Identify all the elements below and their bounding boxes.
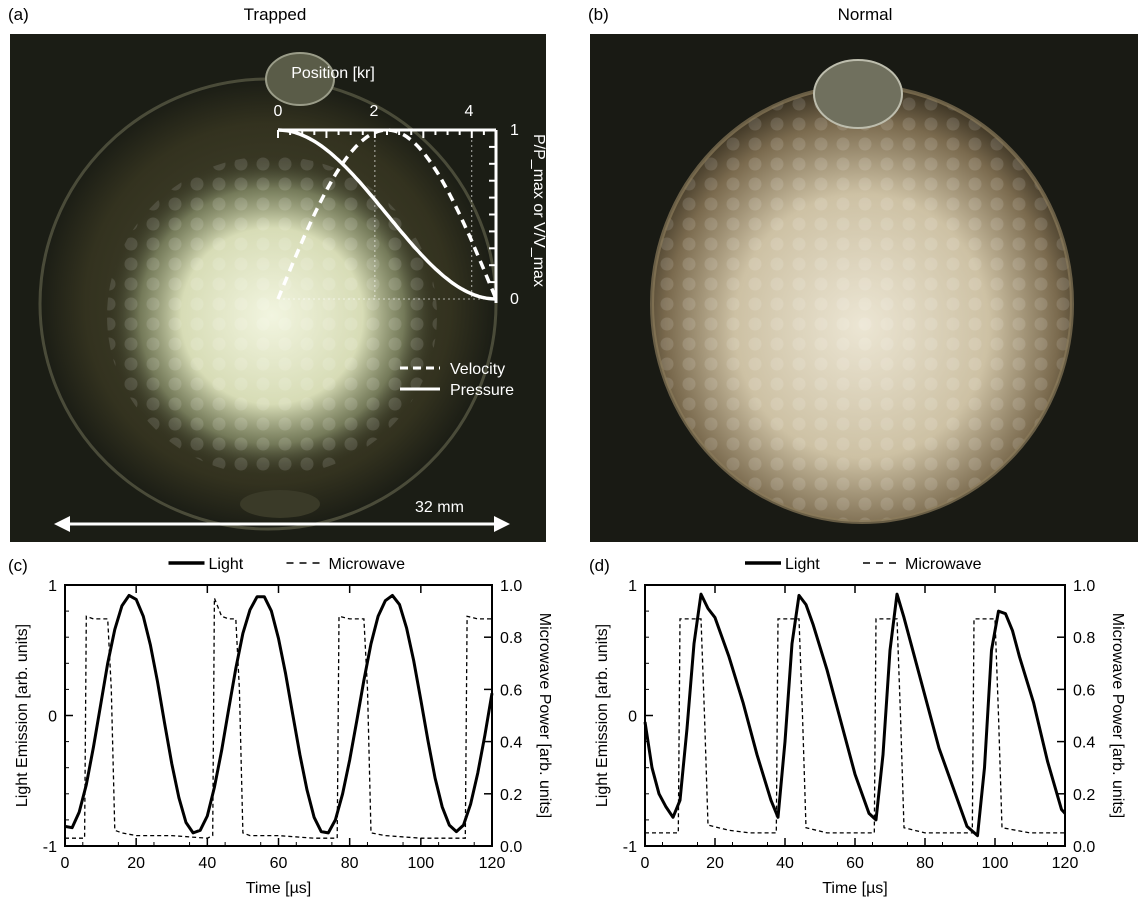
flask-neck: [265, 52, 335, 106]
y-right-axis-label: Microwave Power [arb. units]: [1109, 613, 1126, 818]
y-right-tick-label: 0.6: [1073, 682, 1095, 699]
y-left-tick-label: 0: [48, 709, 57, 726]
y-left-axis-label: Light Emission [arb. units]: [14, 624, 31, 807]
x-tick-label: 120: [479, 855, 506, 872]
legend-microwave-label: Microwave: [329, 556, 406, 573]
x-tick-label: 20: [706, 855, 724, 872]
x-tick-label: 0: [641, 855, 650, 872]
x-tick-label: 40: [776, 855, 794, 872]
normal-photo: [590, 34, 1138, 542]
x-tick-label: 120: [1052, 855, 1079, 872]
velocity-curve: [276, 128, 498, 300]
legend-microwave-label: Microwave: [905, 556, 982, 573]
panel-c-letter: (c): [8, 556, 28, 575]
inset-plot-area: [276, 128, 498, 303]
y-right-tick-label: 0.8: [1073, 630, 1095, 647]
normal-photo-graphic: [650, 59, 1074, 524]
panel-b-title: Normal: [837, 5, 893, 24]
x-tick-label: 100: [982, 855, 1009, 872]
x-axis-label: Time [µs]: [822, 880, 888, 897]
pressure-legend-label: Pressure: [450, 382, 514, 399]
panel-b-letter: (b): [588, 5, 609, 24]
y-right-tick-label: 0.6: [500, 682, 522, 699]
panel-d-letter: (d): [589, 556, 610, 575]
y-right-tick-label: 0.4: [500, 735, 522, 752]
y-right-tick-label: 0.4: [1073, 735, 1095, 752]
y-right-tick-label: 0.8: [500, 630, 522, 647]
inset-y-label: P/P_max or V/V_max: [530, 134, 546, 287]
scale-label: 32 mm: [415, 499, 464, 516]
y-left-tick-label: 1: [628, 578, 637, 595]
x-tick-label: 80: [916, 855, 934, 872]
pressure-curve: [277, 128, 497, 301]
trapped-photo-graphic: [38, 52, 498, 531]
y-left-tick-label: 1: [48, 578, 57, 595]
inset-title: Position [kr]: [291, 65, 375, 82]
y-right-tick-label: 1.0: [1073, 578, 1095, 595]
y-right-tick-label: 1.0: [500, 578, 522, 595]
inset-x-tick: 2: [370, 103, 379, 120]
inset-x-tick: 0: [274, 103, 283, 120]
inset-y-tick: 1: [510, 122, 519, 139]
y-left-tick-label: 0: [628, 709, 637, 726]
plot-frame: [64, 584, 493, 847]
y-right-tick-label: 0.2: [500, 787, 522, 804]
x-tick-label: 0: [61, 855, 70, 872]
velocity-legend-label: Velocity: [450, 361, 505, 378]
legend-light-label: Light: [209, 556, 244, 573]
light-series: [643, 592, 1067, 838]
inset-y-tick: 0: [510, 291, 519, 308]
x-tick-label: 80: [341, 855, 359, 872]
inset-x-tick: 4: [465, 103, 474, 120]
y-left-axis-label: Light Emission [arb. units]: [594, 624, 611, 807]
y-right-tick-label: 0.0: [500, 839, 522, 856]
microwave-series: [645, 618, 1065, 834]
x-tick-label: 60: [270, 855, 288, 872]
light-series: [64, 593, 494, 835]
x-tick-label: 20: [127, 855, 145, 872]
y-right-tick-label: 0.0: [1073, 839, 1095, 856]
scale-arrow-right: [494, 516, 510, 532]
scale-arrow-left: [54, 516, 70, 532]
panel-a-title: Trapped: [243, 5, 307, 24]
y-left-tick-label: -1: [43, 839, 57, 856]
pressure-velocity-inset: Position [kr] 0 2 4 1 0 P/P_max or V/V_m…: [54, 65, 546, 532]
microwave-series: [65, 597, 492, 839]
x-axis-label: Time [µs]: [246, 880, 312, 897]
trapped-photo: [10, 34, 546, 542]
legend-light-label: Light: [785, 556, 820, 573]
y-right-axis-label: Microwave Power [arb. units]: [536, 613, 553, 818]
x-tick-label: 60: [846, 855, 864, 872]
panel-a-letter: (a): [8, 5, 29, 24]
x-tick-label: 40: [198, 855, 216, 872]
flask-neck: [813, 59, 903, 129]
y-left-tick-label: -1: [623, 839, 637, 856]
x-tick-label: 100: [407, 855, 434, 872]
y-right-tick-label: 0.2: [1073, 787, 1095, 804]
